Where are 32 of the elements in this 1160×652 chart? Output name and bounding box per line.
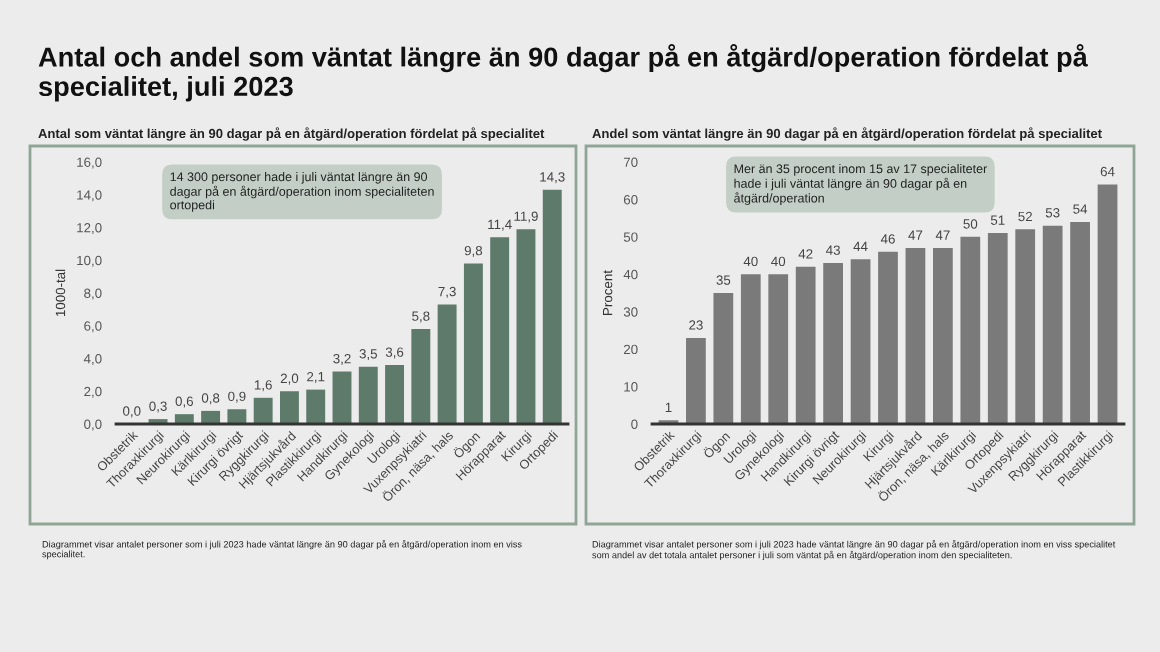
bar bbox=[306, 389, 326, 424]
bar bbox=[823, 263, 843, 424]
bar bbox=[174, 414, 194, 424]
bar bbox=[490, 237, 510, 424]
bar bbox=[933, 248, 953, 424]
bar bbox=[201, 410, 221, 424]
bar bbox=[358, 366, 378, 424]
bar bbox=[332, 371, 352, 424]
bar bbox=[1097, 184, 1118, 424]
bar bbox=[768, 274, 789, 424]
bar bbox=[1070, 221, 1090, 424]
bar bbox=[686, 337, 706, 424]
bar bbox=[227, 409, 247, 424]
chart-title: Antal och andel som väntat längre än 90 dagar på en åtgärd/operation fördelat på specialitet, juli 2023 bbox=[38, 44, 1088, 102]
bar bbox=[905, 248, 926, 424]
bar bbox=[878, 251, 898, 424]
bar bbox=[279, 391, 299, 424]
bar bbox=[795, 266, 816, 424]
bar bbox=[516, 229, 536, 424]
bar bbox=[713, 293, 734, 424]
bar bbox=[850, 259, 871, 424]
bar bbox=[437, 304, 457, 424]
bar bbox=[542, 189, 562, 424]
bar bbox=[463, 263, 483, 424]
bar bbox=[960, 236, 981, 424]
bar bbox=[740, 274, 761, 424]
bar bbox=[987, 233, 1008, 424]
bar bbox=[1042, 225, 1063, 424]
bar bbox=[253, 397, 273, 424]
bar bbox=[385, 365, 405, 424]
bar bbox=[1015, 229, 1036, 424]
bar bbox=[411, 329, 431, 424]
